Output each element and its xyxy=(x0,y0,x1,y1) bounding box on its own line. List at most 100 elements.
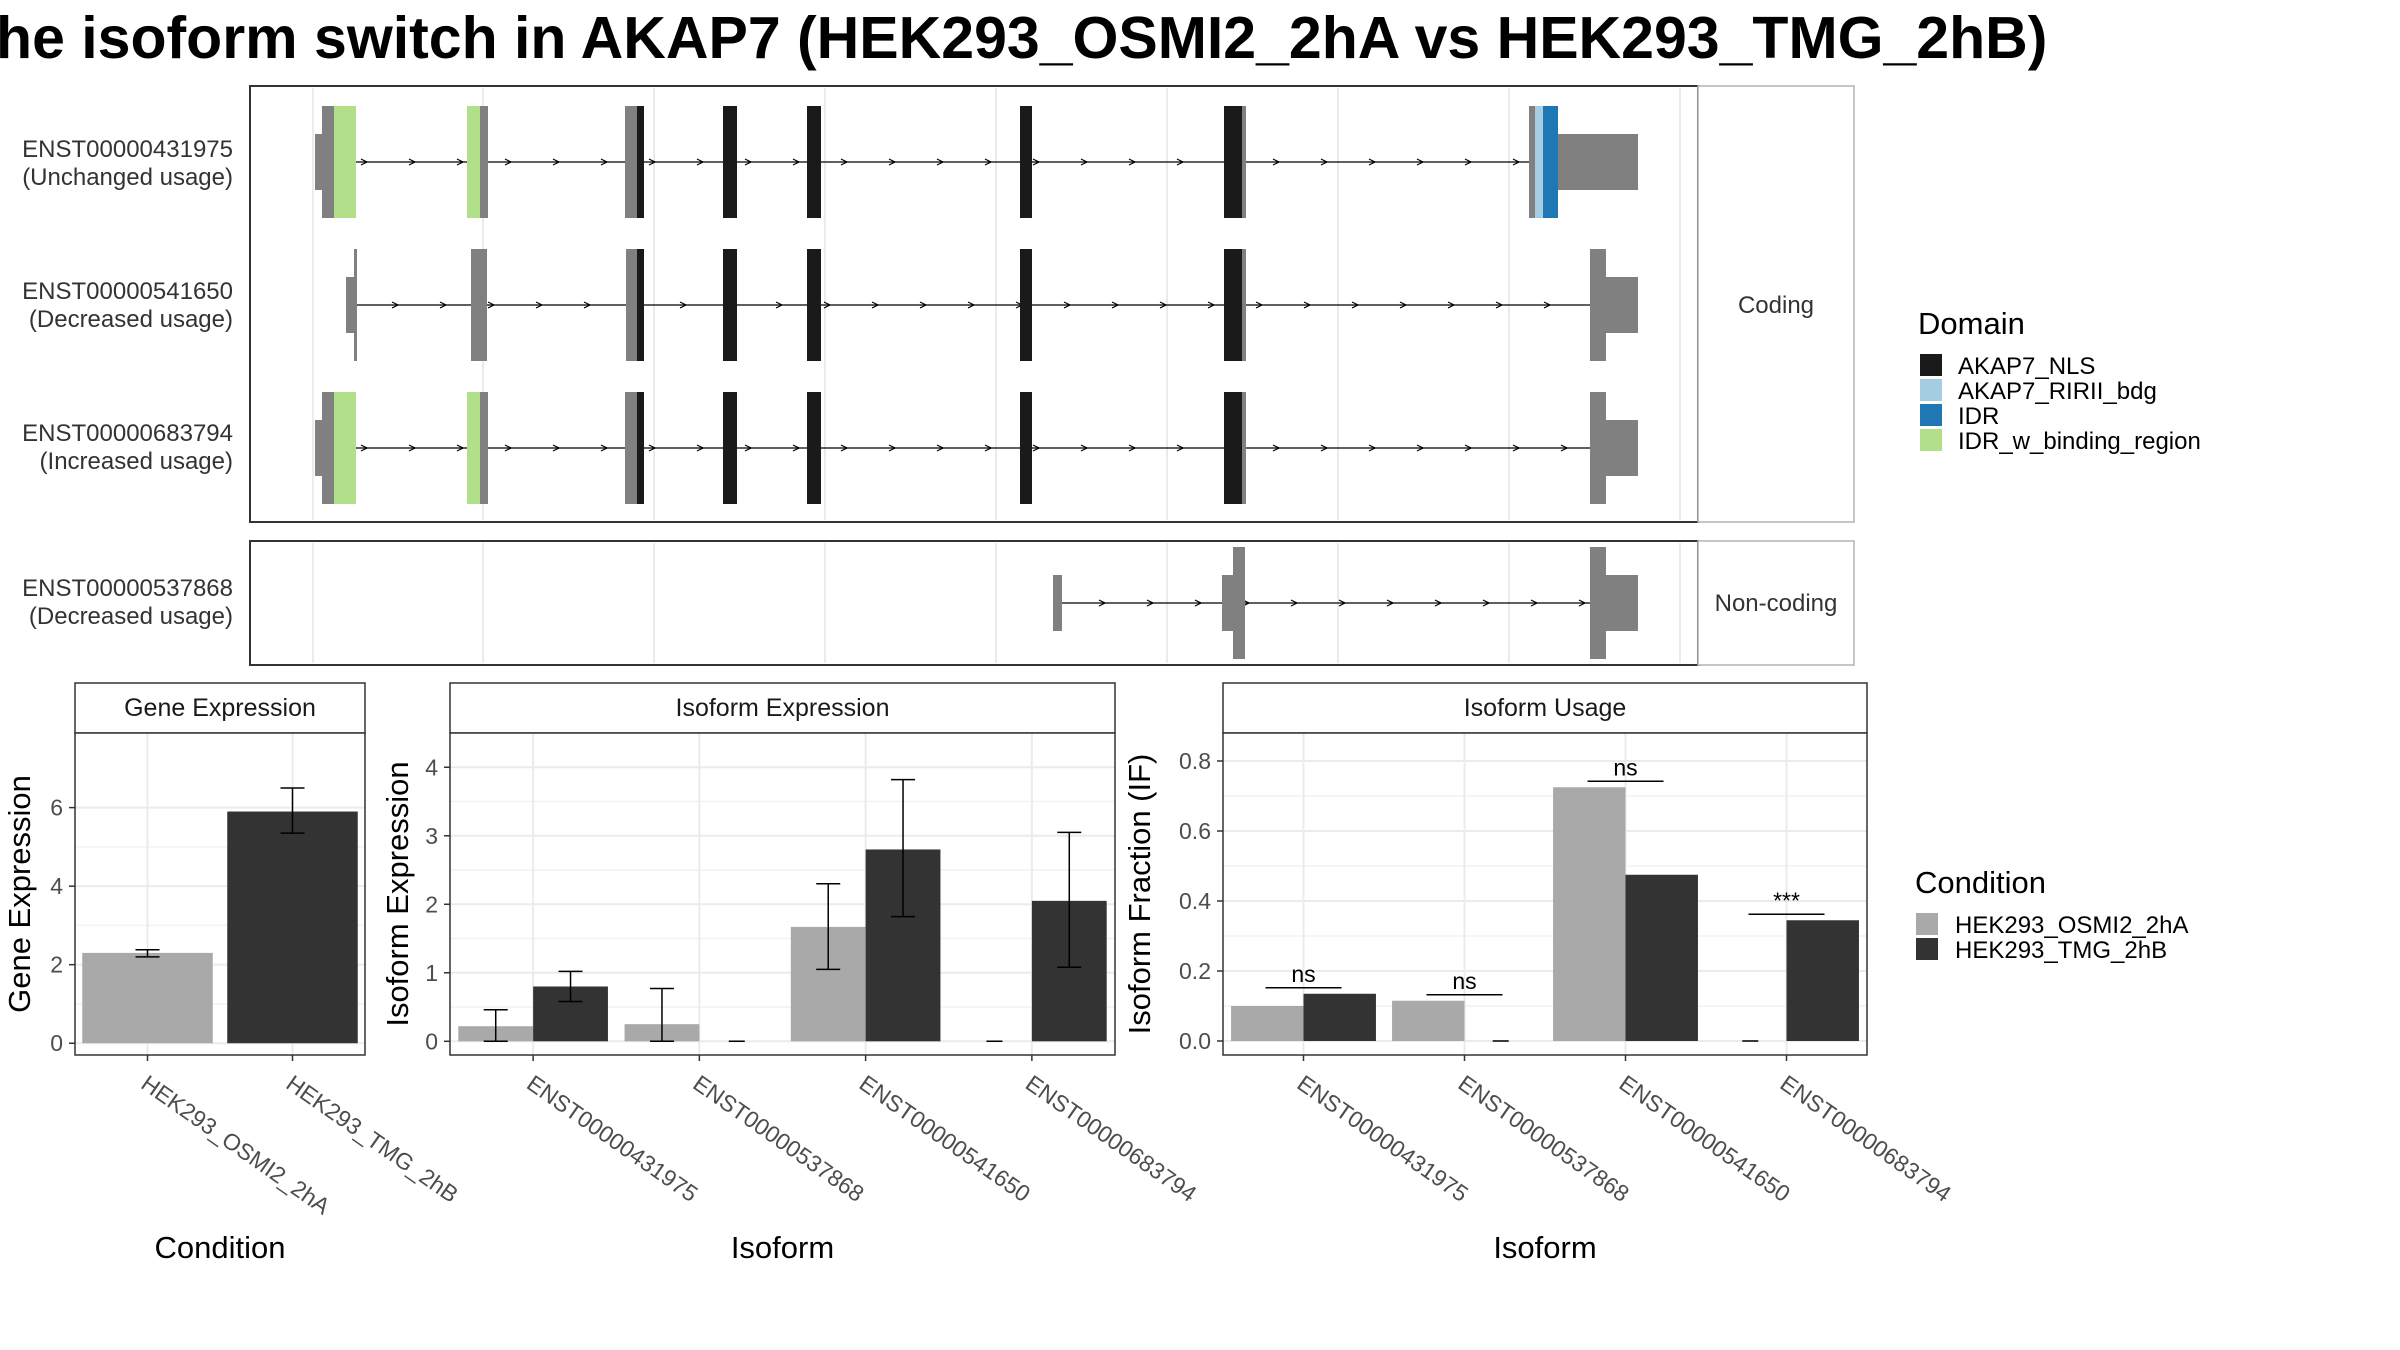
direction-arrow xyxy=(1176,158,1185,166)
utr-exon xyxy=(346,277,354,333)
transcript-usage: (Increased usage) xyxy=(40,448,233,475)
condition-legend-title: Condition xyxy=(1915,865,2046,900)
chart-strip xyxy=(449,682,1116,734)
coding-exon xyxy=(1233,547,1245,659)
significance-label: *** xyxy=(1773,887,1800,913)
legend-label: AKAP7_NLS xyxy=(1958,353,2095,380)
transcript-id: ENST00000541650 xyxy=(22,278,233,305)
direction-arrow xyxy=(871,301,880,309)
noncoding-strip-label: Non-coding xyxy=(1715,590,1838,617)
domain-segment xyxy=(334,106,356,218)
coding-exon xyxy=(322,392,334,504)
transcript-id: ENST00000683794 xyxy=(22,420,233,447)
x-axis-title: Condition xyxy=(155,1230,286,1265)
significance-label: ns xyxy=(1291,961,1315,987)
bar xyxy=(1553,787,1626,1041)
coding-exon xyxy=(480,106,488,218)
y-tick-label: 0 xyxy=(50,1030,63,1056)
utr-exon xyxy=(1053,575,1062,631)
legend-key-akap7-nls xyxy=(1920,354,1942,376)
direction-arrow xyxy=(487,301,496,309)
legend-key-idr xyxy=(1920,404,1942,426)
direction-arrow xyxy=(1368,158,1377,166)
x-tick-label: ENST00000541650 xyxy=(855,1070,1035,1207)
direction-arrow xyxy=(967,301,976,309)
direction-arrow xyxy=(1416,158,1425,166)
direction-arrow xyxy=(888,158,897,166)
domain-segment xyxy=(1224,392,1242,504)
direction-arrow xyxy=(1032,158,1041,166)
direction-arrow xyxy=(1447,301,1456,309)
y-tick-label: 0.0 xyxy=(1179,1028,1211,1054)
direction-arrow xyxy=(1272,158,1281,166)
coding-exon xyxy=(1242,392,1246,504)
legend-key-condition-a xyxy=(1916,913,1938,935)
panel-border xyxy=(449,732,1116,1056)
legend-key-condition-b xyxy=(1916,938,1938,960)
domain-segment xyxy=(723,249,737,361)
direction-arrow xyxy=(823,301,832,309)
direction-arrow xyxy=(1399,301,1408,309)
coding-exon xyxy=(1529,106,1535,218)
x-tick-label: ENST00000537868 xyxy=(689,1070,869,1207)
bar xyxy=(1303,993,1376,1041)
coding-exon xyxy=(480,392,488,504)
direction-arrow xyxy=(1320,444,1329,452)
panel-border xyxy=(74,732,366,1056)
direction-arrow xyxy=(984,158,993,166)
domain-segment xyxy=(1224,249,1242,361)
direction-arrow xyxy=(552,444,561,452)
domain-segment xyxy=(1535,106,1543,218)
y-tick-label: 3 xyxy=(425,823,438,849)
x-axis-title: Isoform xyxy=(1493,1230,1596,1265)
significance-label: ns xyxy=(1613,754,1637,780)
direction-arrow xyxy=(1434,599,1443,607)
direction-arrow xyxy=(792,158,801,166)
direction-arrow xyxy=(696,444,705,452)
coding-exon xyxy=(471,249,487,361)
domain-segment xyxy=(637,249,644,361)
domain-segment xyxy=(1020,249,1032,361)
direction-arrow xyxy=(840,158,849,166)
direction-arrow xyxy=(1386,599,1395,607)
legend-label: HEK293_OSMI2_2hA xyxy=(1955,912,2188,939)
direction-arrow xyxy=(1530,599,1539,607)
direction-arrow xyxy=(1128,444,1137,452)
legend-label: AKAP7_RIRII_bdg xyxy=(1958,378,2157,405)
direction-arrow xyxy=(1543,301,1552,309)
direction-arrow xyxy=(1482,599,1491,607)
x-tick-label: ENST00000683794 xyxy=(1776,1070,1957,1207)
direction-arrow xyxy=(1063,301,1072,309)
x-tick-label: ENST00000431975 xyxy=(522,1070,702,1207)
direction-arrow xyxy=(391,301,400,309)
direction-arrow xyxy=(1207,301,1216,309)
direction-arrow xyxy=(1255,301,1264,309)
y-tick-label: 6 xyxy=(50,795,63,821)
direction-arrow xyxy=(504,158,513,166)
direction-arrow xyxy=(1338,599,1347,607)
legend-label: IDR_w_binding_region xyxy=(1958,428,2201,455)
direction-arrow xyxy=(600,158,609,166)
bar xyxy=(1786,920,1859,1041)
chart-title: Gene Expression xyxy=(124,694,316,722)
domain-segment xyxy=(1543,106,1558,218)
legend-key-idr-w-binding-region xyxy=(1920,429,1942,451)
coding-strip xyxy=(1697,85,1855,523)
direction-arrow xyxy=(1416,444,1425,452)
direction-arrow xyxy=(600,444,609,452)
direction-arrow xyxy=(696,158,705,166)
domain-segment xyxy=(807,106,821,218)
domain-segment xyxy=(723,106,737,218)
legend-key-akap7-ririi-bdg xyxy=(1920,379,1942,401)
y-tick-label: 0 xyxy=(425,1028,438,1054)
direction-arrow xyxy=(1495,301,1504,309)
coding-exon xyxy=(1242,249,1246,361)
isoform-usage-chart: Isoform Usage 0.0 0.2 0.4 0.6 0.8 ns ENST000004… xyxy=(1122,682,1957,1265)
direction-arrow xyxy=(583,301,592,309)
direction-arrow xyxy=(1351,301,1360,309)
y-tick-label: 0.8 xyxy=(1179,748,1211,774)
legend-label: IDR xyxy=(1958,403,1999,430)
direction-arrow xyxy=(744,444,753,452)
direction-arrow xyxy=(936,158,945,166)
y-tick-label: 2 xyxy=(425,891,438,917)
